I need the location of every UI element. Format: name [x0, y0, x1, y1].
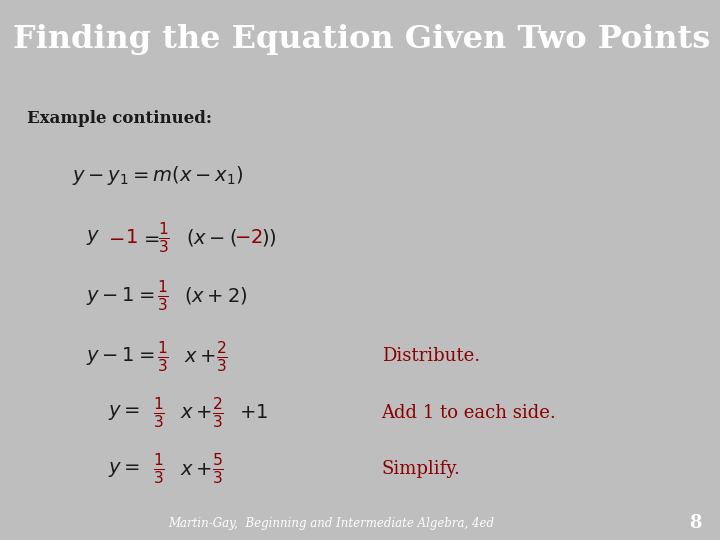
Text: $\frac{1}{3}$: $\frac{1}{3}$	[153, 451, 165, 487]
Text: $y=$: $y=$	[108, 460, 140, 478]
Text: $y-y_1=m(x-x_1)$: $y-y_1=m(x-x_1)$	[72, 164, 243, 187]
Text: $x+$: $x+$	[180, 460, 212, 478]
Text: $-$: $-$	[108, 228, 125, 247]
Text: $x+$: $x+$	[180, 403, 212, 422]
Text: Add 1 to each side.: Add 1 to each side.	[382, 404, 557, 422]
Text: $\frac{5}{3}$: $\frac{5}{3}$	[212, 451, 224, 487]
Text: $\frac{2}{3}$: $\frac{2}{3}$	[216, 339, 228, 374]
Text: $x+$: $x+$	[184, 347, 217, 366]
Text: $(x-($: $(x-($	[186, 227, 238, 248]
Text: $=$: $=$	[140, 228, 161, 247]
Text: $\frac{1}{3}$: $\frac{1}{3}$	[153, 395, 165, 430]
Text: Simplify.: Simplify.	[382, 460, 461, 478]
Text: Distribute.: Distribute.	[382, 347, 480, 366]
Text: Martin-Gay,  Beginning and Intermediate Algebra, 4ed: Martin-Gay, Beginning and Intermediate A…	[168, 517, 494, 530]
Text: $y-1=$: $y-1=$	[86, 285, 155, 307]
Text: $(x+2)$: $(x+2)$	[184, 286, 248, 307]
Text: 8: 8	[690, 514, 702, 532]
Text: $+1$: $+1$	[239, 403, 268, 422]
Text: $-2$: $-2$	[234, 228, 263, 247]
Text: $\frac{1}{3}$: $\frac{1}{3}$	[157, 339, 169, 374]
Text: Example continued:: Example continued:	[27, 110, 212, 127]
Text: $\frac{2}{3}$: $\frac{2}{3}$	[212, 395, 224, 430]
Text: $y$: $y$	[86, 228, 101, 247]
Text: $))$: $))$	[261, 227, 277, 248]
Text: $y=$: $y=$	[108, 403, 140, 422]
Text: $\frac{1}{3}$: $\frac{1}{3}$	[157, 279, 169, 313]
Text: $y-1=$: $y-1=$	[86, 346, 155, 367]
Text: Finding the Equation Given Two Points: Finding the Equation Given Two Points	[13, 24, 711, 56]
Text: $\frac{1}{3}$: $\frac{1}{3}$	[158, 220, 171, 255]
Text: $1$: $1$	[125, 228, 138, 247]
